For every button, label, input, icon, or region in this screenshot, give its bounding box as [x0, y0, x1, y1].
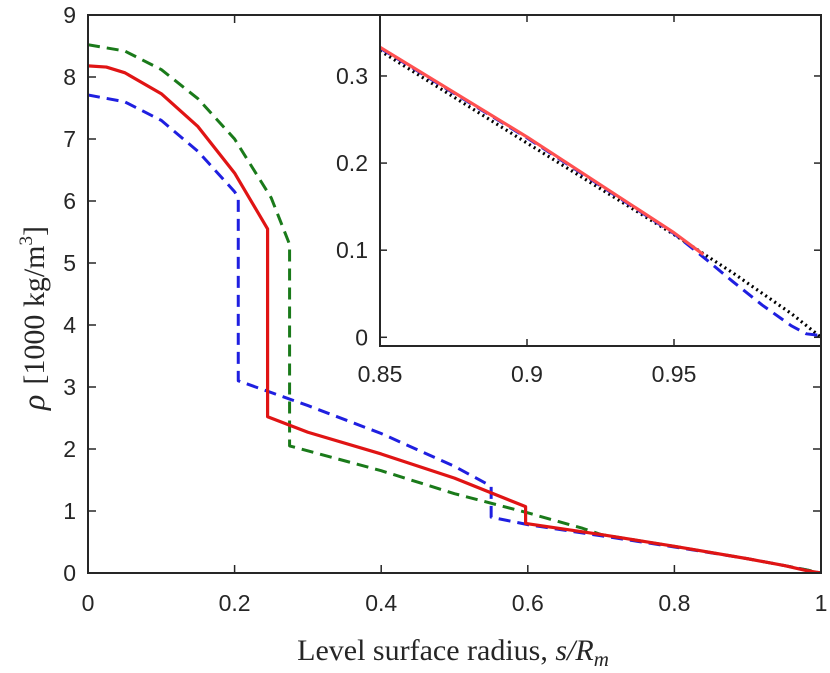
- main-ytick-label: 8: [63, 64, 76, 90]
- main-ytick-label: 2: [63, 436, 76, 462]
- y-axis-title: ρ [1000 kg/m3]: [15, 226, 51, 411]
- main-xtick-label: 0.2: [219, 590, 251, 616]
- inset-axes-frame: [379, 14, 822, 347]
- main-xtick-label: 0.8: [658, 590, 690, 616]
- y-axis-title-close: ]: [18, 226, 51, 236]
- main-ytick-label: 1: [63, 498, 76, 524]
- inset-ytick-label: 0.2: [336, 150, 368, 176]
- inset-xtick-label: 0.95: [652, 361, 697, 387]
- main-xtick-label: 1: [815, 590, 828, 616]
- x-axis-title: Level surface radius, s/Rm: [297, 634, 609, 671]
- main-series-red-solid: [88, 64, 821, 573]
- inset-ytick-label: 0: [355, 324, 368, 350]
- main-xtick-label: 0.4: [365, 590, 397, 616]
- inset-plot: 0.85 0.9 0.95 0 0.1 0.2 0.3: [336, 14, 822, 387]
- inset-ytick-label: 0.1: [336, 237, 368, 263]
- inset-ytick-label: 0.3: [336, 63, 368, 89]
- x-axis-title-sub: m: [594, 647, 609, 671]
- main-ytick-label: 6: [63, 188, 76, 214]
- main-ytick-label: 4: [63, 312, 76, 338]
- main-ytick-label: 0: [63, 560, 76, 586]
- inset-xtick-label: 0.9: [511, 361, 543, 387]
- main-ytick-label: 9: [63, 2, 76, 28]
- x-axis-title-text: Level surface radius,: [297, 634, 555, 667]
- inset-xtick-label: 0.85: [358, 361, 403, 387]
- main-xtick-label: 0: [82, 590, 95, 616]
- inset-series: [380, 45, 821, 339]
- main-ytick-label: 3: [63, 374, 76, 400]
- main-series: [88, 43, 821, 573]
- y-axis-title-unit: [1000 kg/m: [18, 245, 51, 384]
- main-ytick-label: 7: [63, 126, 76, 152]
- inset-series-black-dotted: [380, 49, 821, 339]
- inset-plot-area: [380, 15, 821, 346]
- inset-series-red-solid: [380, 45, 705, 256]
- main-xtick-label: 0.6: [512, 590, 544, 616]
- y-axis-title-symbol: ρ: [15, 395, 51, 411]
- y-axis-title-exp: 3: [16, 236, 37, 246]
- main-ytick-label: 5: [63, 250, 76, 276]
- x-axis-title-var: s/R: [555, 634, 593, 667]
